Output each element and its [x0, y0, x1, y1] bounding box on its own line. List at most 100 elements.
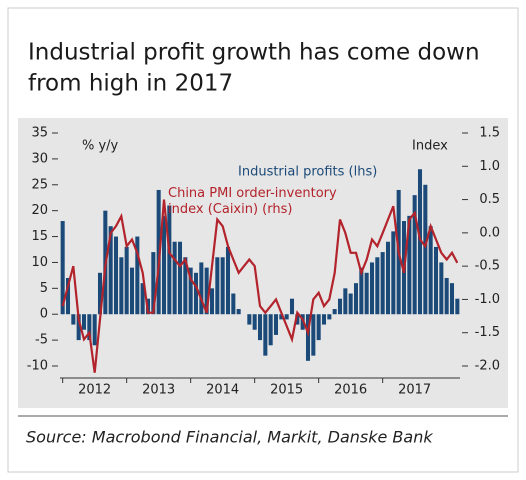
bar: [268, 314, 273, 346]
bar: [273, 314, 279, 335]
bar: [60, 221, 65, 315]
bar: [252, 314, 257, 330]
bar: [124, 246, 129, 315]
bar: [428, 226, 433, 315]
y-tick-label: -10: [27, 359, 48, 374]
y-tick-label: 5: [40, 281, 48, 296]
x-tick-label: 2017: [398, 383, 431, 398]
bar: [247, 314, 252, 325]
y-axis-label: % y/y: [82, 139, 119, 154]
bar: [332, 309, 337, 315]
bar: [305, 314, 311, 361]
bar: [220, 257, 225, 315]
bar: [140, 283, 145, 315]
bar: [284, 314, 289, 320]
bar: [391, 231, 396, 315]
bar: [263, 314, 268, 356]
bar: [407, 215, 412, 315]
bar: [433, 246, 439, 315]
line: [61, 199, 459, 373]
y2-tick-label: 0.0: [479, 225, 500, 240]
bar: [161, 215, 167, 315]
bar: [380, 252, 385, 315]
bar: [257, 314, 263, 341]
bar: [172, 241, 177, 315]
y-tick-label: 25: [31, 177, 48, 192]
bar: [129, 267, 135, 315]
x-tick-label: 2012: [78, 383, 111, 398]
legend-label: China PMI order-inventory index (Caixin)…: [168, 186, 337, 217]
bar: [353, 283, 359, 315]
bar: [359, 267, 364, 315]
bar: [199, 262, 204, 315]
bar: [92, 314, 97, 346]
bar: [71, 314, 76, 325]
bar: [316, 314, 321, 341]
bar: [321, 314, 327, 325]
bar: [183, 257, 188, 315]
y2-axis-label: Index: [412, 139, 448, 154]
bar: [76, 314, 81, 341]
bar: [108, 226, 113, 315]
bar: [444, 277, 449, 315]
bar: [97, 272, 103, 315]
bar: [135, 236, 140, 315]
y2-tick-label: 1.5: [479, 126, 500, 141]
bar: [364, 272, 369, 315]
chart-title: from high in 2017: [28, 71, 233, 97]
bar: [311, 314, 316, 356]
source: Source: Macrobond Financial, Markit, Dan…: [26, 428, 433, 447]
bar: [188, 267, 193, 315]
bar: [337, 298, 343, 315]
y-tick-label: 10: [31, 255, 48, 270]
bar: [348, 293, 353, 315]
bar: [209, 288, 215, 315]
bar: [225, 246, 231, 315]
bar: [385, 241, 391, 315]
bar: [231, 293, 236, 315]
bar: [449, 283, 455, 315]
bar: [455, 298, 460, 315]
y-tick-label: 15: [31, 229, 48, 244]
y2-tick-label: 1.0: [479, 159, 500, 174]
y2-tick-label: -1.5: [475, 325, 500, 340]
bar: [375, 257, 380, 315]
legend-label: Industrial profits (lhs): [238, 165, 377, 180]
bar: [279, 314, 284, 320]
bar: [119, 257, 124, 315]
bar: [156, 189, 161, 315]
y-tick-label: 30: [31, 151, 48, 166]
bar: [81, 314, 87, 330]
bar: [215, 257, 220, 315]
y-tick-label: -5: [35, 333, 48, 348]
y-tick-label: 20: [31, 203, 48, 218]
x-tick-label: 2015: [270, 383, 303, 398]
bar: [289, 298, 295, 315]
bar: [417, 169, 423, 315]
y-tick-label: 0: [40, 307, 48, 322]
bar: [327, 314, 332, 320]
chart-title: Industrial profit growth has come down: [28, 40, 480, 66]
y-tick-label: 35: [31, 126, 48, 141]
bar: [236, 309, 241, 315]
y2-tick-label: -2.0: [475, 359, 500, 374]
x-tick-label: 2016: [334, 383, 367, 398]
bar: [167, 205, 172, 315]
bar: [65, 277, 71, 315]
bar: [151, 252, 156, 315]
bar: [177, 241, 183, 315]
bar: [343, 288, 348, 315]
bar: [369, 262, 375, 315]
y2-tick-label: -0.5: [475, 259, 500, 274]
bar: [87, 314, 92, 341]
bar: [204, 267, 209, 315]
y2-tick-label: -1.0: [475, 292, 500, 307]
bar: [439, 262, 444, 315]
bar: [412, 195, 417, 315]
bar: [113, 236, 119, 315]
x-tick-label: 2013: [142, 383, 175, 398]
bar: [295, 314, 300, 325]
y2-tick-label: 0.5: [479, 192, 500, 207]
